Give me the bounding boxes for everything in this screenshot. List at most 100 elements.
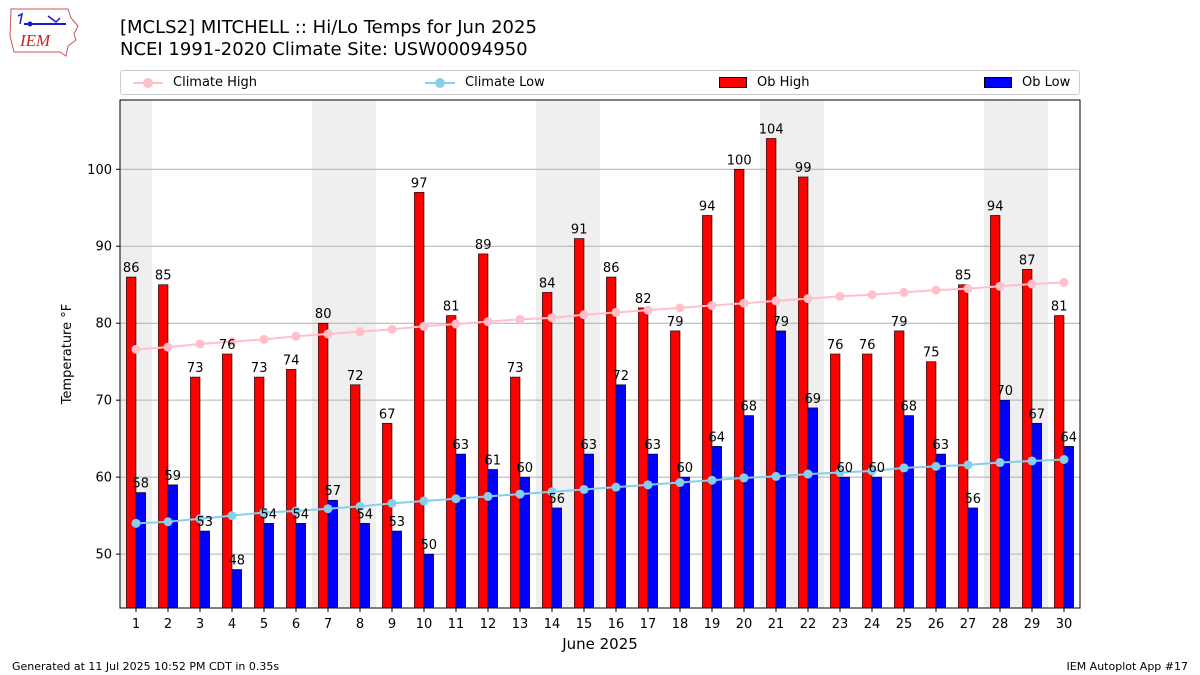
x-tick-label: 22: [800, 617, 817, 632]
ob-high-label: 76: [219, 338, 236, 353]
ob-low-label: 69: [805, 392, 822, 407]
climate-high-point: [899, 287, 909, 297]
x-tick-label: 15: [576, 617, 593, 632]
y-tick-label: 50: [95, 548, 112, 563]
climate-low-line: [135, 458, 1065, 525]
climate-high-point: [355, 327, 365, 337]
ob-low-bar: [903, 415, 914, 609]
ob-high-bar: [702, 215, 713, 609]
ob-high-bar: [126, 276, 137, 609]
ob-high-label: 76: [859, 338, 876, 353]
y-tick-label: 70: [95, 394, 112, 409]
ob-high-label: 86: [123, 261, 140, 276]
ob-high-label: 100: [727, 153, 752, 168]
ob-low-swatch: [984, 77, 1012, 88]
ob-low-label: 63: [933, 438, 950, 453]
ob-low-bar: [711, 446, 722, 609]
ob-high-bar: [990, 215, 1001, 609]
climate-high-point: [579, 310, 589, 320]
ob-low-label: 50: [421, 538, 438, 553]
ob-low-label: 56: [965, 492, 982, 507]
ob-low-label: 60: [677, 461, 694, 476]
climate-low-point: [1059, 454, 1069, 464]
ob-high-label: 87: [1019, 253, 1036, 268]
ob-low-label: 56: [549, 492, 566, 507]
chart-title: [MCLS2] MITCHELL :: Hi/Lo Temps for Jun …: [120, 17, 537, 38]
ob-low-bar: [551, 507, 562, 609]
ob-high-bar: [286, 369, 297, 609]
ob-high-label: 81: [443, 300, 460, 315]
ob-high-bar: [734, 168, 745, 609]
climate-low-point: [419, 496, 429, 506]
x-tick-label: 23: [832, 617, 849, 632]
x-tick-label: 29: [1024, 617, 1041, 632]
ob-high-label: 79: [667, 315, 684, 330]
ob-high-label: 84: [539, 276, 556, 291]
ob-high-bar: [350, 384, 361, 609]
ob-high-label: 75: [923, 346, 940, 361]
climate-high-point: [259, 334, 269, 344]
ob-high-label: 99: [795, 161, 812, 176]
climate-high-point: [515, 314, 525, 324]
ob-low-label: 68: [901, 400, 918, 415]
climate-low-point: [707, 475, 717, 485]
ob-high-bar: [638, 307, 649, 609]
climate-high-point: [643, 305, 653, 315]
ob-high-label: 72: [347, 369, 364, 384]
ob-high-bar: [446, 315, 457, 609]
climate-high-line: [135, 281, 1065, 351]
ob-low-bar: [807, 407, 818, 609]
ob-low-bar: [231, 569, 242, 609]
ob-low-bar: [967, 507, 978, 609]
ob-high-bar: [574, 238, 585, 609]
climate-high-point: [707, 301, 717, 311]
x-tick-label: 24: [864, 617, 881, 632]
ob-low-label: 67: [1029, 407, 1046, 422]
iowa-map-icon: IEM: [9, 8, 79, 57]
climate-high-point: [931, 285, 941, 295]
climate-low-point: [163, 517, 173, 527]
climate-low-point: [195, 514, 205, 524]
ob-high-bar: [222, 353, 233, 609]
x-tick-label: 14: [544, 617, 561, 632]
ob-low-bar: [647, 453, 658, 609]
legend-item-climate-high: Climate High: [133, 71, 257, 94]
x-tick-label: 16: [608, 617, 625, 632]
x-tick-label: 30: [1056, 617, 1073, 632]
x-tick-label: 11: [448, 617, 465, 632]
ob-high-label: 79: [891, 315, 908, 330]
x-tick-label: 26: [928, 617, 945, 632]
ob-low-bar: [839, 476, 850, 609]
climate-low-point: [483, 491, 493, 501]
y-tick-label: 80: [95, 317, 112, 332]
logo-text: IEM: [19, 31, 51, 50]
ob-low-bar: [391, 530, 402, 609]
ob-low-label: 54: [357, 507, 374, 522]
ob-high-label: 81: [1051, 300, 1068, 315]
climate-low-point: [131, 518, 141, 528]
ob-low-bar: [583, 453, 594, 609]
ob-low-label: 70: [997, 384, 1014, 399]
climate-high-point: [1059, 277, 1069, 287]
ob-low-label: 58: [133, 477, 150, 492]
ob-low-label: 63: [453, 438, 470, 453]
climate-low-point: [323, 504, 333, 514]
ob-low-label: 54: [261, 507, 278, 522]
x-tick-label: 17: [640, 617, 657, 632]
ob-high-bar: [1022, 269, 1033, 609]
ob-high-swatch: [719, 77, 747, 88]
legend-item-ob-low: Ob Low: [984, 71, 1070, 94]
climate-high-point: [483, 317, 493, 327]
ob-high-bar: [830, 353, 841, 609]
x-tick-label: 18: [672, 617, 689, 632]
climate-high-point: [131, 344, 141, 354]
climate-low-swatch: [425, 77, 455, 88]
ob-low-bar: [615, 384, 626, 609]
ob-high-bar: [862, 353, 873, 609]
ob-low-label: 68: [741, 400, 758, 415]
climate-high-point: [547, 313, 557, 323]
climate-high-point: [387, 324, 397, 334]
climate-low-point: [995, 458, 1005, 468]
legend: Climate High Climate Low Ob High Ob Low: [120, 70, 1080, 95]
